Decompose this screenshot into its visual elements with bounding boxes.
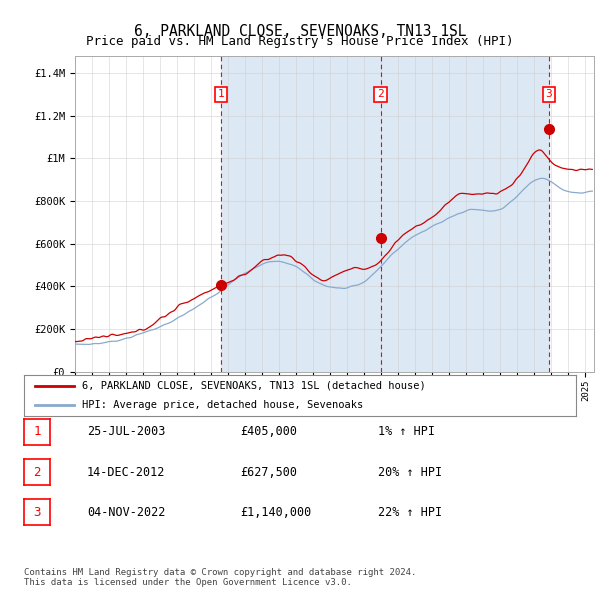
Text: 2: 2 bbox=[34, 466, 41, 478]
Text: 1: 1 bbox=[34, 425, 41, 438]
Text: HPI: Average price, detached house, Sevenoaks: HPI: Average price, detached house, Seve… bbox=[82, 400, 363, 410]
Text: 1% ↑ HPI: 1% ↑ HPI bbox=[378, 425, 435, 438]
Text: 6, PARKLAND CLOSE, SEVENOAKS, TN13 1SL (detached house): 6, PARKLAND CLOSE, SEVENOAKS, TN13 1SL (… bbox=[82, 381, 426, 391]
Text: 14-DEC-2012: 14-DEC-2012 bbox=[87, 466, 166, 478]
Text: Contains HM Land Registry data © Crown copyright and database right 2024.
This d: Contains HM Land Registry data © Crown c… bbox=[24, 568, 416, 587]
Text: 2: 2 bbox=[377, 90, 384, 100]
Text: 3: 3 bbox=[34, 506, 41, 519]
Text: 04-NOV-2022: 04-NOV-2022 bbox=[87, 506, 166, 519]
Text: 20% ↑ HPI: 20% ↑ HPI bbox=[378, 466, 442, 478]
Text: £405,000: £405,000 bbox=[240, 425, 297, 438]
Text: £627,500: £627,500 bbox=[240, 466, 297, 478]
Text: 25-JUL-2003: 25-JUL-2003 bbox=[87, 425, 166, 438]
Text: Price paid vs. HM Land Registry's House Price Index (HPI): Price paid vs. HM Land Registry's House … bbox=[86, 35, 514, 48]
Text: 1: 1 bbox=[217, 90, 224, 100]
Text: 22% ↑ HPI: 22% ↑ HPI bbox=[378, 506, 442, 519]
Text: 6, PARKLAND CLOSE, SEVENOAKS, TN13 1SL: 6, PARKLAND CLOSE, SEVENOAKS, TN13 1SL bbox=[134, 24, 466, 38]
Text: 3: 3 bbox=[545, 90, 552, 100]
Text: £1,140,000: £1,140,000 bbox=[240, 506, 311, 519]
Bar bbox=[221, 56, 549, 372]
